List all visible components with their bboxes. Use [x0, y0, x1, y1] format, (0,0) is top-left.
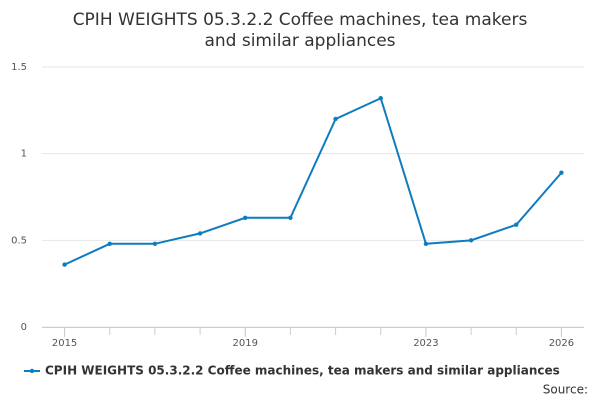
- y-tick-label: 0: [21, 322, 27, 333]
- legend-marker: [29, 368, 35, 374]
- data-point: [468, 238, 474, 243]
- data-point: [423, 241, 429, 246]
- source: Source:: [543, 383, 588, 397]
- series-line: [64, 96, 563, 266]
- x-tick-label: 2023: [413, 338, 438, 349]
- data-point: [288, 215, 293, 220]
- y-tick-label: 1.5: [11, 62, 27, 73]
- data-point: [243, 215, 248, 220]
- data-point: [107, 241, 112, 246]
- x-tick-label: 2019: [233, 338, 258, 349]
- y-tick-label: 1: [21, 149, 27, 160]
- data-point: [378, 96, 383, 101]
- data-point: [559, 170, 564, 175]
- data-point: [152, 241, 158, 246]
- data-point: [333, 116, 338, 122]
- legend-label: CPIH WEIGHTS 05.3.2.2 Coffee machines, t…: [45, 364, 560, 378]
- data-point: [62, 262, 67, 267]
- data-point: [197, 231, 203, 236]
- chart-title: CPIH WEIGHTS 05.3.2.2 Coffee machines, t…: [73, 10, 528, 51]
- x-tick-label: 2026: [549, 338, 574, 349]
- x-tick-label: 2015: [52, 338, 77, 349]
- data-point: [514, 222, 519, 227]
- y-tick-label: 0.5: [11, 235, 27, 246]
